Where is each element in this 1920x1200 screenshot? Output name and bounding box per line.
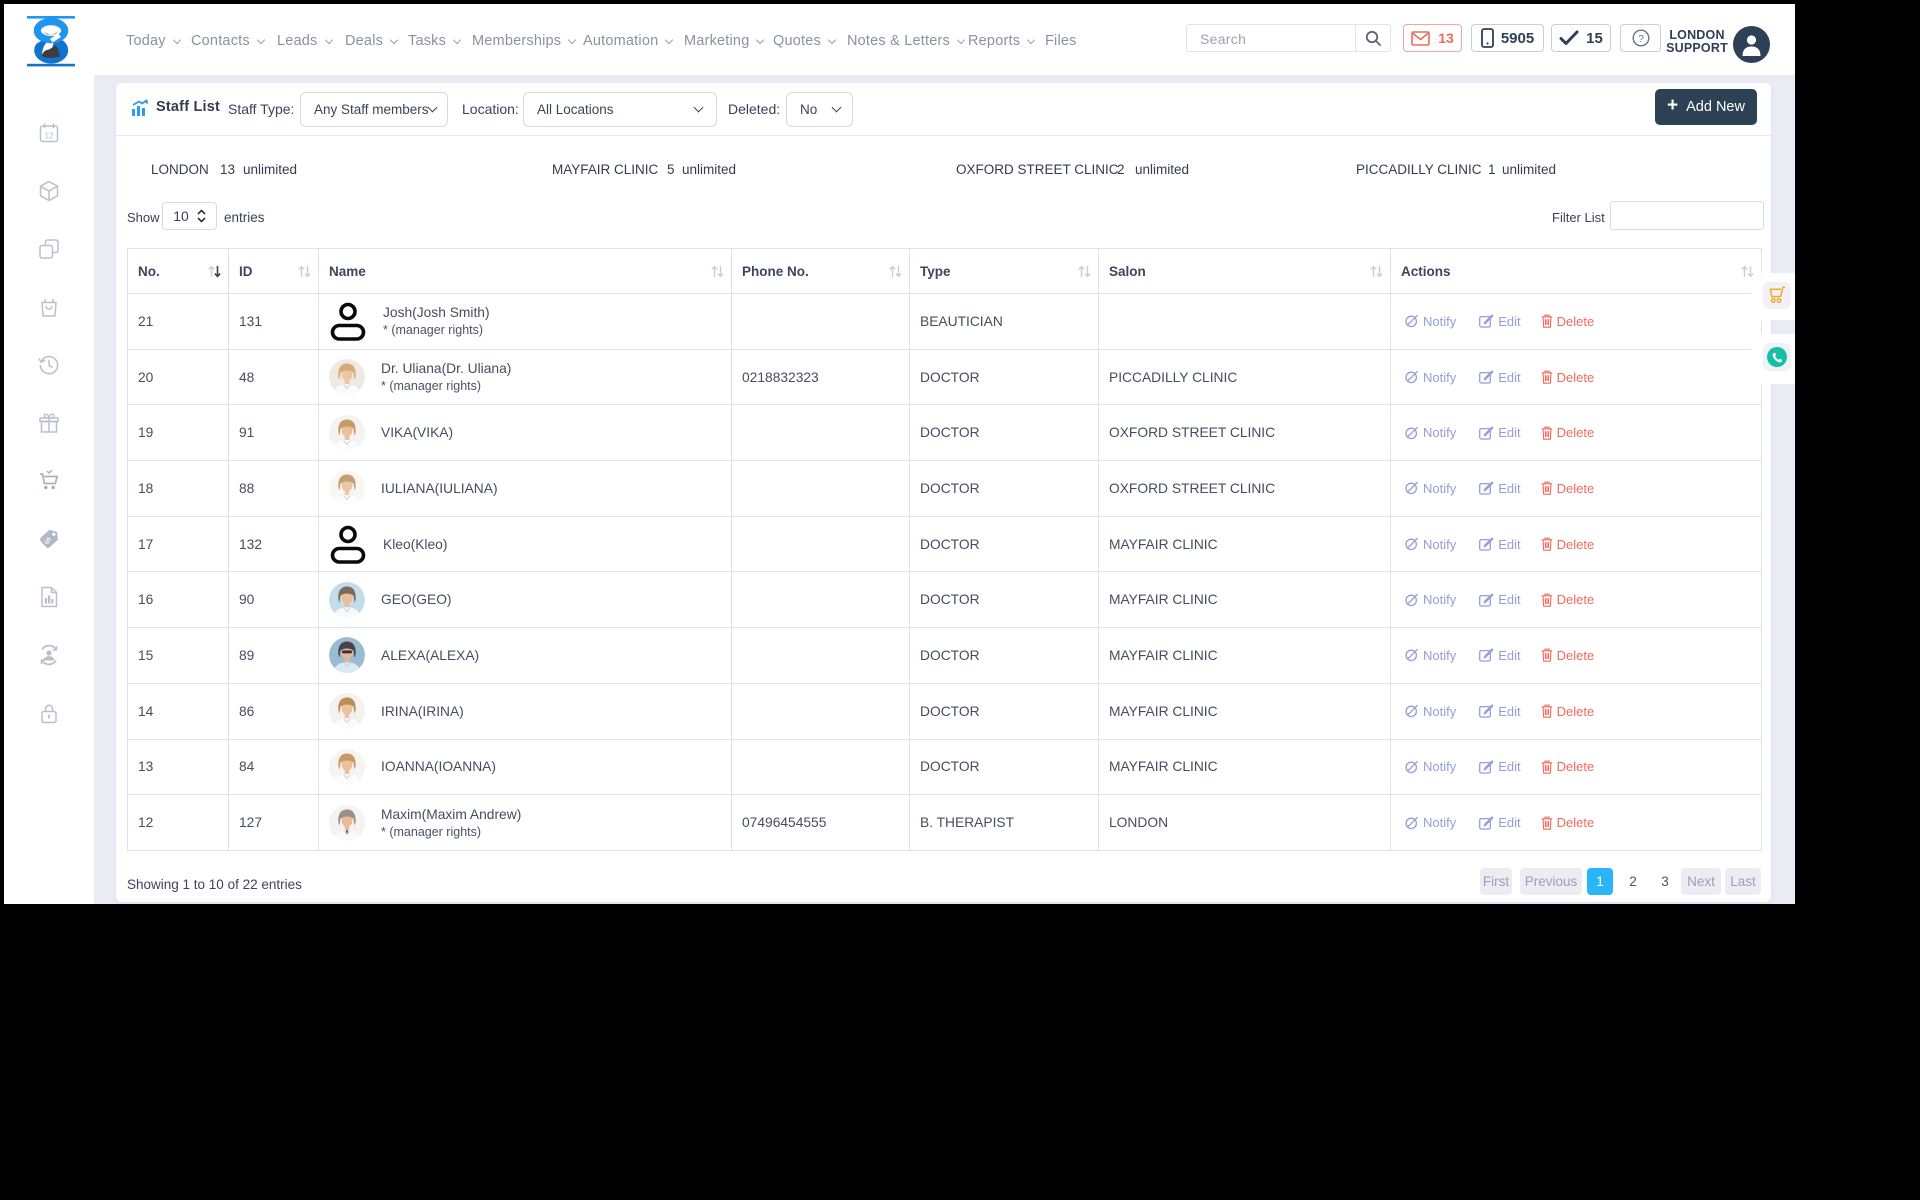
svg-text:12: 12 [45, 132, 54, 141]
svg-text:$: $ [42, 535, 52, 546]
svg-text:?: ? [1638, 34, 1644, 45]
